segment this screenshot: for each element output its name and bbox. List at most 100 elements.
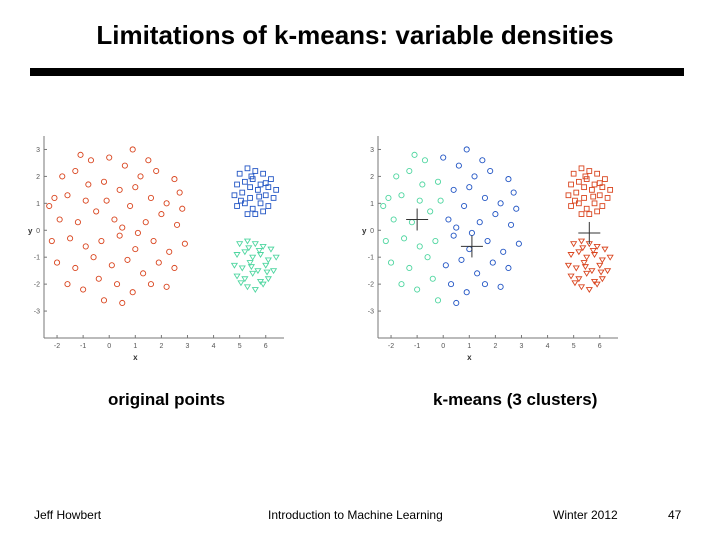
data-point-red-circle (100, 297, 108, 304)
data-point-blue-square (265, 203, 272, 209)
data-point-red-triangle (597, 269, 605, 276)
data-point-red-circle (108, 262, 115, 269)
centroid-marker (578, 221, 601, 244)
data-point-red-square (596, 192, 603, 199)
data-point-red-triangle (570, 241, 578, 248)
data-point-blue-circle (507, 221, 515, 228)
data-point-red-triangle (583, 270, 591, 277)
x-axis-label: x (133, 353, 138, 362)
data-point-blue-square (248, 173, 255, 180)
data-point-red-triangle (593, 281, 601, 288)
data-point-red-square (590, 193, 597, 200)
data-point-red-circle (98, 237, 105, 245)
centroid-marker (406, 208, 429, 231)
slide-title: Limitations of k-means: variable densiti… (96, 20, 614, 50)
data-point-green-triangle (264, 276, 272, 283)
x-tick-label: 3 (520, 343, 524, 350)
footer-author: Jeff Howbert (34, 508, 102, 522)
data-point-red-triangle (598, 257, 606, 264)
data-point-red-triangle (567, 252, 575, 258)
data-point-green-circle (416, 243, 423, 250)
data-point-green-triangle (230, 262, 239, 269)
data-point-blue-circle (476, 219, 483, 226)
data-point-red-circle (80, 286, 87, 293)
data-point-red-circle (176, 189, 183, 196)
data-point-red-square (591, 200, 598, 207)
data-point-red-square (596, 180, 603, 186)
caption-original-points: original points (108, 390, 226, 409)
data-point-red-triangle (593, 243, 601, 250)
data-point-red-triangle (589, 248, 597, 254)
y-tick-label: 0 (36, 228, 40, 235)
data-point-green-circle (398, 281, 405, 288)
data-point-red-circle (95, 275, 102, 282)
data-point-blue-square (239, 189, 246, 196)
data-point-red-square (591, 181, 598, 188)
x-tick-label: 1 (133, 343, 137, 350)
data-point-green-circle (411, 151, 418, 158)
centroid-marker (460, 235, 483, 258)
data-point-red-circle (171, 264, 178, 272)
data-point-red-circle (59, 173, 66, 180)
data-point-red-circle (124, 256, 131, 263)
data-point-blue-square (273, 187, 280, 193)
data-point-green-triangle (243, 284, 252, 291)
data-point-blue-circle (466, 246, 473, 253)
data-point-green-circle (406, 167, 413, 175)
data-point-green-triangle (249, 254, 257, 261)
data-point-blue-square (236, 170, 243, 177)
data-point-red-triangle (567, 273, 575, 280)
data-point-red-circle (116, 232, 123, 239)
x-tick-label: -2 (388, 343, 394, 350)
data-point-blue-circle (458, 256, 465, 263)
scatter-plot-kmeans: -2 -1 0 1 2 3 4 5 6 3 2 1 0 -1 -2 -3 x y (362, 136, 618, 362)
footer-page-number: 47 (668, 508, 682, 522)
data-point-blue-circle (515, 240, 522, 247)
data-point-blue-circle (447, 281, 455, 288)
data-point-green-triangle (255, 248, 263, 254)
data-point-blue-square (252, 211, 259, 217)
data-point-red-square (570, 170, 577, 177)
data-point-green-triangle (233, 252, 241, 258)
y-tick-label: -2 (368, 282, 374, 289)
data-point-blue-circle (505, 264, 512, 272)
x-tick-label: -1 (80, 343, 86, 350)
data-point-blue-circle (505, 176, 512, 183)
data-point-green-triangle (259, 243, 267, 250)
footer-term: Winter 2012 (553, 508, 618, 522)
y-tick-label: 0 (370, 228, 374, 235)
data-point-red-triangle (575, 249, 583, 256)
data-point-green-circle (419, 181, 426, 188)
data-point-blue-circle (481, 281, 489, 288)
data-point-blue-square (249, 205, 256, 212)
data-point-blue-circle (513, 205, 520, 212)
data-point-green-circle (401, 235, 408, 242)
data-point-red-square (582, 173, 589, 180)
data-point-blue-circle (489, 259, 496, 266)
caption-kmeans: k-means (3 clusters) (433, 390, 598, 409)
data-point-red-circle (153, 167, 160, 175)
data-point-green-triangle (251, 241, 259, 248)
x-axis-label: x (467, 353, 472, 362)
data-point-green-triangle (243, 238, 252, 245)
y-tick-label: 2 (36, 174, 40, 181)
data-point-blue-circle (481, 194, 489, 201)
data-point-red-circle (103, 197, 110, 204)
y-tick-label: 2 (370, 174, 374, 181)
x-tick-label: 1 (467, 343, 471, 350)
data-point-green-circle (390, 216, 397, 223)
x-tick-label: 4 (546, 343, 550, 350)
data-point-red-square (568, 181, 574, 188)
data-point-red-circle (147, 194, 155, 201)
data-point-blue-square (262, 192, 269, 199)
data-point-red-square (586, 211, 593, 217)
title-underline (30, 68, 684, 76)
data-point-red-square (599, 203, 606, 209)
data-point-red-circle (119, 299, 126, 307)
x-tick-label: 6 (264, 343, 268, 350)
data-point-blue-circle (479, 157, 486, 164)
data-point-blue-square (234, 181, 240, 188)
data-point-red-triangle (596, 262, 604, 269)
data-point-blue-square (247, 184, 253, 191)
y-axis-label: y (28, 226, 33, 235)
